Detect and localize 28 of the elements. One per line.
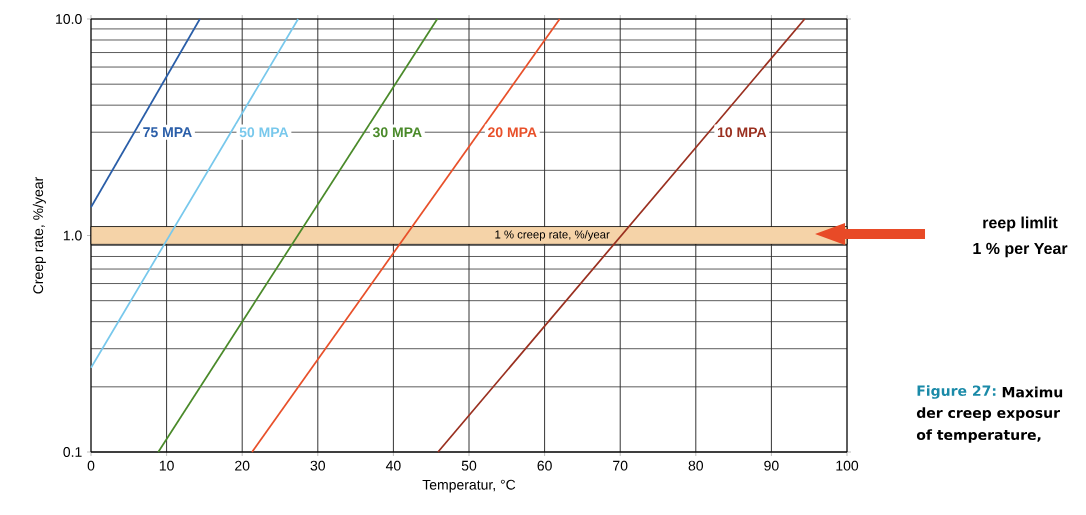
x-tick-label: 70 [613, 460, 628, 471]
y-axis-title: Creep rate, %/year [32, 177, 46, 294]
series-label: 10 MPA [717, 127, 767, 138]
series-label: 50 MPA [239, 127, 289, 138]
y-tick-label: 10.0 [56, 14, 82, 24]
text: of temperature, [916, 429, 1041, 443]
x-tick-label: 100 [836, 460, 859, 471]
x-tick-label: 60 [537, 460, 552, 471]
x-tick-label: 0 [87, 460, 95, 471]
x-tick-label: 10 [159, 460, 174, 471]
x-tick-label: 50 [461, 460, 477, 471]
series-label: 20 MPA [488, 127, 537, 138]
x-tick-label: 30 [310, 460, 326, 471]
text: Maximu [1002, 386, 1063, 398]
text: 1 % per Year [973, 242, 1068, 258]
series-label: 75 MPA [143, 127, 192, 138]
band-label: 1 % creep rate, %/year [495, 230, 610, 241]
text: reep limlit [983, 216, 1058, 232]
y-tick-label: 0.1 [63, 447, 82, 457]
x-tick-label: 80 [688, 460, 704, 471]
series-label: 30 MPA [372, 127, 422, 138]
y-tick-label: 1.0 [63, 230, 82, 241]
x-tick-label: 40 [385, 460, 401, 471]
caption: Figure 27: [917, 385, 996, 399]
x-tick-label: 20 [235, 460, 250, 471]
x-tick-label: 90 [764, 460, 779, 471]
text: der creep exposur [916, 407, 1060, 421]
x-axis-title: Temperatur, °C [422, 479, 516, 493]
